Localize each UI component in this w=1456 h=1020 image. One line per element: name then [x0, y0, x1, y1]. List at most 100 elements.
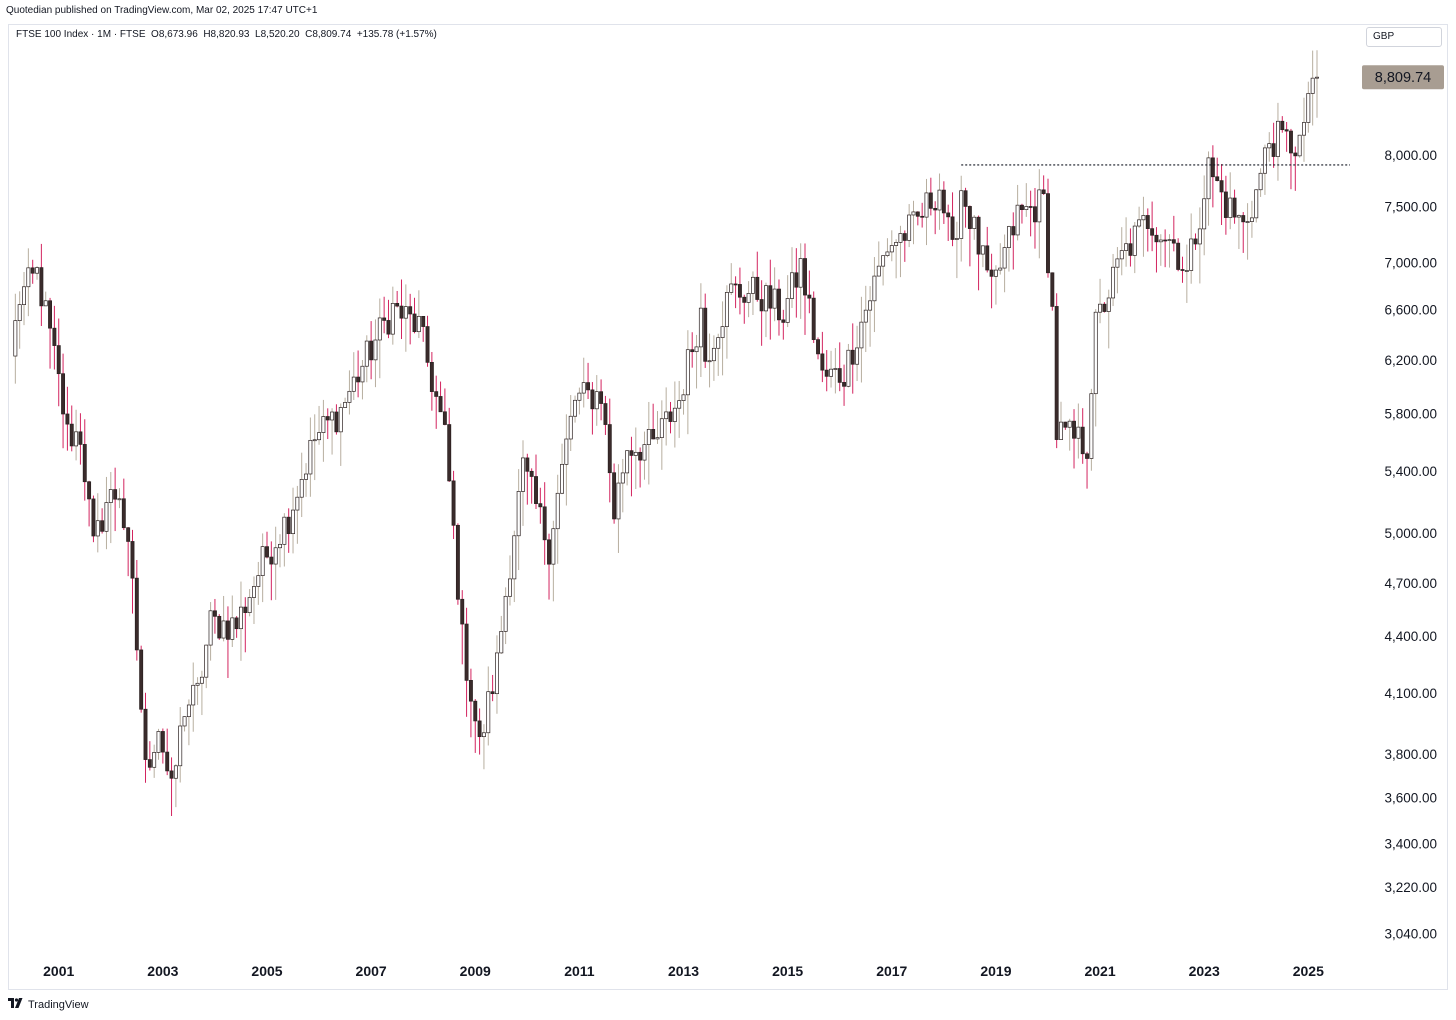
candle-body [74, 431, 79, 447]
candle-body [1145, 215, 1150, 229]
candle-body [976, 216, 981, 255]
candle-body [169, 770, 174, 779]
candle-body [252, 586, 256, 598]
candle-body [1163, 239, 1168, 242]
candle-body [1119, 250, 1124, 260]
candle-body [416, 315, 421, 333]
candle-body [1085, 453, 1089, 459]
candle-body [1020, 204, 1024, 210]
candle-body [898, 233, 903, 243]
chart-frame [8, 24, 1448, 990]
candle-body [481, 732, 486, 738]
candle-body [69, 423, 74, 447]
candle-body [781, 319, 786, 323]
candle-body [577, 392, 582, 401]
candle-body [1223, 191, 1228, 218]
candle-body [278, 543, 282, 549]
candle-body [1137, 219, 1142, 227]
candle-body [139, 649, 144, 710]
candle-body [412, 313, 417, 333]
candle-body [798, 258, 803, 288]
candle-body [1158, 239, 1163, 243]
time-tick-label: 2003 [147, 963, 178, 979]
candle-body [429, 362, 434, 392]
candle-body [980, 245, 985, 255]
overlay-layer: 8,809.74 [961, 65, 1444, 166]
candle-body [863, 309, 868, 323]
candle-body [993, 269, 998, 277]
candle-body [360, 365, 365, 383]
candle-body [902, 233, 907, 241]
candle-body [425, 326, 430, 363]
candle-body [998, 267, 1003, 271]
candle-body [56, 345, 61, 375]
candle-body [1254, 189, 1259, 219]
candle-body [225, 620, 230, 640]
candle-body [638, 451, 643, 461]
candle-body [82, 444, 87, 483]
candle-body [755, 276, 760, 300]
candle-body [664, 411, 669, 420]
currency-button[interactable]: GBP [1366, 27, 1442, 47]
candle-body [477, 720, 482, 738]
price-tick-label: 3,400.00 [1384, 836, 1437, 851]
price-tick-label: 6,600.00 [1384, 303, 1437, 318]
candle-body [1302, 122, 1306, 136]
candle-body [568, 415, 573, 440]
candle-body [61, 373, 66, 415]
candle-body [1089, 393, 1094, 459]
candle-body [321, 416, 326, 433]
candle-body [842, 382, 847, 387]
candle-body [152, 752, 157, 768]
candle-body [199, 676, 204, 684]
candle-body [104, 502, 109, 532]
candle-body [299, 478, 304, 498]
time-tick-label: 2015 [772, 963, 803, 979]
candle-body [1072, 420, 1076, 439]
candle-body [937, 189, 942, 211]
candle-body [586, 382, 591, 391]
candle-body [685, 349, 690, 396]
candle-body [386, 320, 391, 335]
time-tick-label: 2013 [668, 963, 699, 979]
candle-body [1297, 134, 1302, 157]
candle-body [1236, 215, 1241, 218]
candle-body [564, 438, 569, 465]
candle-body [1132, 225, 1137, 256]
candle-body [811, 297, 816, 340]
candle-body [334, 411, 339, 433]
candle-body [950, 216, 955, 240]
candle-body [495, 652, 499, 695]
candle-body [17, 304, 22, 322]
candle-body [668, 411, 673, 422]
candle-body [356, 376, 361, 383]
candle-body [273, 547, 278, 565]
candle-body [1011, 226, 1016, 236]
candle-body [91, 498, 96, 537]
candle-body [1041, 189, 1046, 194]
candle-body [269, 556, 274, 565]
candle-body [291, 509, 295, 535]
candle-body [1210, 157, 1215, 178]
candle-body [243, 606, 248, 613]
candle-body [52, 327, 57, 346]
footer: TradingView [8, 998, 89, 1011]
candle-body [13, 320, 18, 357]
candle-body [1124, 243, 1129, 251]
candle-body [729, 283, 734, 293]
candle-body [408, 306, 413, 315]
publisher-text: Quotedian published on TradingView.com, … [6, 5, 318, 16]
candle-body [377, 317, 382, 341]
candle-body [659, 418, 664, 438]
candle-body [1241, 215, 1246, 223]
candle-body [1271, 143, 1276, 157]
candle-body [924, 192, 929, 218]
price-tick-label: 5,800.00 [1384, 407, 1437, 422]
candle-body [833, 368, 838, 370]
footer-brand: TradingView [28, 998, 89, 1011]
candle-body [959, 190, 964, 239]
candle-body [265, 546, 269, 558]
candle-body [889, 245, 894, 253]
candle-body [143, 708, 148, 760]
